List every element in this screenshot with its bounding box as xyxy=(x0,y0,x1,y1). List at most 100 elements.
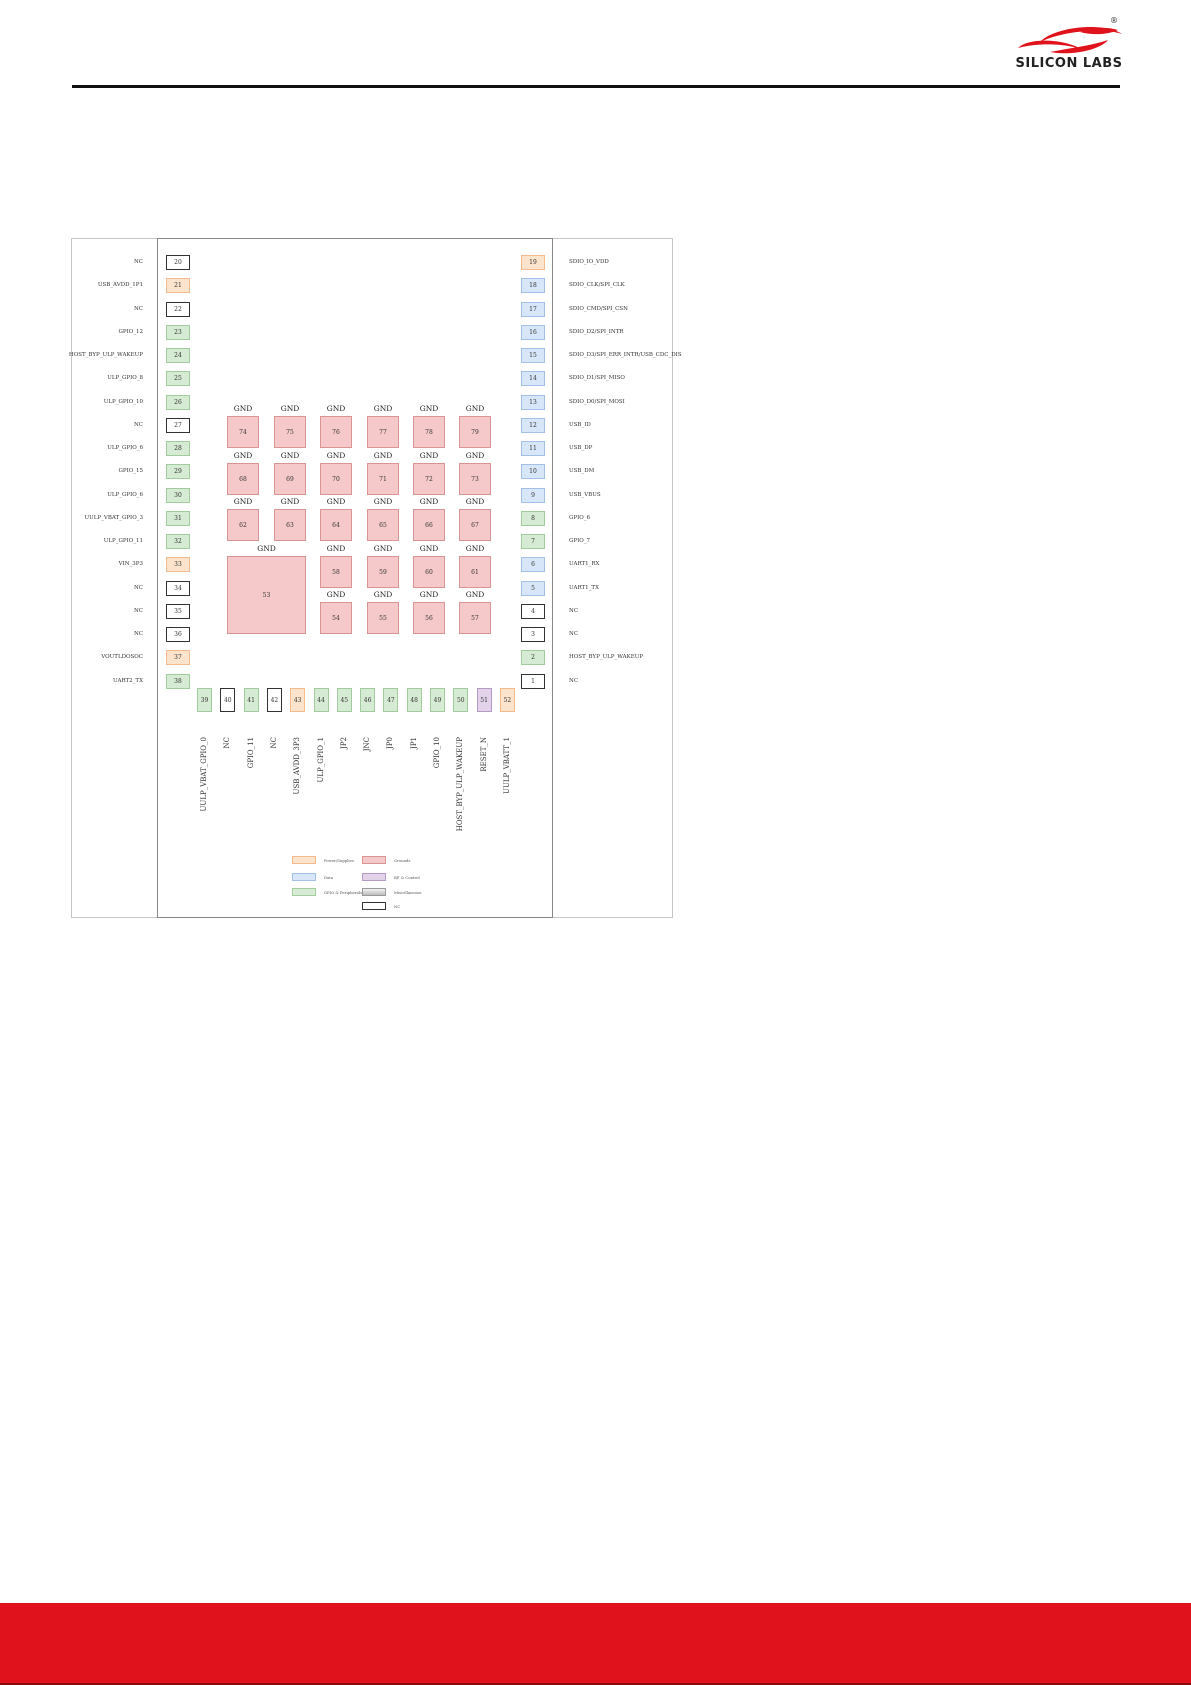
ground-pad-58: 58 xyxy=(320,556,352,588)
pin-label-13: SDIO_D0/SPI_MOSI xyxy=(569,398,625,405)
legend-swatch-data xyxy=(292,873,316,881)
silicon-labs-logo xyxy=(1018,27,1122,54)
pin-label-12: USB_ID xyxy=(569,421,591,428)
pin-label-38: UART2_TX xyxy=(113,677,143,684)
legend-swatch-misc xyxy=(362,888,386,896)
ground-label-66: GND xyxy=(419,497,439,506)
ground-label-60: GND xyxy=(419,544,439,553)
pin-label-46: JNC xyxy=(363,737,372,752)
pin-17: 17 xyxy=(521,301,545,317)
pin-1: 1 xyxy=(521,673,545,689)
pin-label-43: USB_AVDD_3P3 xyxy=(293,737,302,795)
pin-11: 11 xyxy=(521,441,545,456)
ground-pad-62: 62 xyxy=(227,509,259,541)
pin-50: 50 xyxy=(453,688,469,712)
pin-52: 52 xyxy=(499,688,515,712)
pin-36: 36 xyxy=(166,627,190,642)
pin-20: 20 xyxy=(166,255,190,270)
ground-label-75: GND xyxy=(280,404,300,413)
registered-mark: ® xyxy=(1110,16,1118,25)
pin-label-36: NC xyxy=(133,631,143,637)
pin-label-14: SDIO_D1/SPI_MISO xyxy=(569,375,625,382)
brand-name: SILICON LABS xyxy=(1015,56,1123,71)
pin-label-29: GPIO_15 xyxy=(118,468,143,475)
pin-41: 41 xyxy=(243,688,259,712)
pin-label-15: SDIO_D3/SPI_ERR_INTR/USB_CDC_DIS xyxy=(569,352,682,358)
pin-51: 51 xyxy=(476,688,492,712)
pin-label-10: USB_DM xyxy=(569,468,595,475)
pin-label-34: NC xyxy=(133,584,143,591)
ground-pad-77: 77 xyxy=(367,416,399,448)
ground-label-72: GND xyxy=(419,451,439,460)
pin-22: 22 xyxy=(166,301,190,317)
pin-21: 21 xyxy=(166,278,190,294)
pin-45: 45 xyxy=(336,688,352,712)
pin-label-47: JP0 xyxy=(386,737,395,749)
pin-48: 48 xyxy=(406,688,422,712)
ground-label-53: GND xyxy=(257,544,276,553)
pin-5: 5 xyxy=(521,580,545,596)
pin-28: 28 xyxy=(166,441,190,456)
pin-7: 7 xyxy=(521,534,545,549)
pin-label-44: ULP_GPIO_1 xyxy=(316,737,325,783)
ground-pad-54: 54 xyxy=(320,602,352,634)
pin-46: 46 xyxy=(360,688,376,712)
pin-label-18: SDIO_CLK/SPI_CLK xyxy=(569,282,625,289)
pin-label-26: ULP_GPIO_10 xyxy=(103,398,143,405)
ground-pad-57: 57 xyxy=(459,602,491,634)
pin-label-40: NC xyxy=(223,737,232,749)
ground-pad-55: 55 xyxy=(367,602,399,634)
ground-label-63: GND xyxy=(280,497,300,506)
ground-pad-64: 64 xyxy=(320,509,352,541)
legend-swatch-power xyxy=(292,856,316,864)
legend-label-data: Data xyxy=(324,875,334,880)
pin-32: 32 xyxy=(166,534,190,549)
ground-pad-75: 75 xyxy=(274,416,306,448)
pin-label-1: NC xyxy=(569,677,579,684)
pin-label-32: ULP_GPIO_11 xyxy=(103,538,143,544)
pin-10: 10 xyxy=(521,464,545,480)
legend-label-rf: RF & Control xyxy=(394,875,420,880)
pin-15: 15 xyxy=(521,348,545,363)
pin-label-3: NC xyxy=(569,631,579,637)
legend-label-misc: Miscellaneous xyxy=(394,890,422,895)
ground-label-78: GND xyxy=(419,404,439,413)
ground-label-57: GND xyxy=(465,590,485,599)
pin-label-33: VIN_3P3 xyxy=(118,561,143,568)
pin-3: 3 xyxy=(521,627,545,642)
pin-label-6: UART1_RX xyxy=(569,561,600,568)
ground-pad-67: 67 xyxy=(459,509,491,541)
pin-18: 18 xyxy=(521,278,545,294)
module-outline xyxy=(157,238,553,918)
pin-label-4: NC xyxy=(569,607,579,614)
legend-swatch-ground xyxy=(362,856,386,864)
pin-37: 37 xyxy=(166,650,190,666)
pin-label-28: ULP_GPIO_6 xyxy=(107,445,143,451)
pin-label-50: HOST_BYP_ULP_WAKEUP xyxy=(456,737,465,832)
pin-label-17: SDIO_CMD/SPI_CSN xyxy=(569,305,628,312)
pin-9: 9 xyxy=(521,487,545,503)
pin-label-41: GPIO_11 xyxy=(246,737,255,769)
ground-label-71: GND xyxy=(373,451,393,460)
pin-38: 38 xyxy=(166,673,190,689)
ground-label-79: GND xyxy=(465,404,485,413)
pin-16: 16 xyxy=(521,324,545,340)
ground-pad-73: 73 xyxy=(459,463,491,495)
ground-label-54: GND xyxy=(326,590,346,599)
pin-29: 29 xyxy=(166,464,190,480)
ground-pad-60: 60 xyxy=(413,556,445,588)
ground-label-73: GND xyxy=(465,451,485,460)
pin-42: 42 xyxy=(266,688,282,712)
ground-label-65: GND xyxy=(373,497,393,506)
ground-pad-69: 69 xyxy=(274,463,306,495)
pin-44: 44 xyxy=(313,688,329,712)
pin-label-21: USB_AVDD_1P1 xyxy=(97,282,143,289)
pin-label-48: JP1 xyxy=(409,737,418,749)
legend-swatch-rf xyxy=(362,873,386,881)
legend-label-power: Power/Supplies xyxy=(324,858,354,863)
legend-label-gpio: GPIO & Peripherals xyxy=(324,890,363,895)
ground-pad-63: 63 xyxy=(274,509,306,541)
pin-label-37: VOUTLDOSOC xyxy=(101,654,143,661)
pin-27: 27 xyxy=(166,417,190,433)
pin-label-11: USB_DP xyxy=(569,445,593,451)
